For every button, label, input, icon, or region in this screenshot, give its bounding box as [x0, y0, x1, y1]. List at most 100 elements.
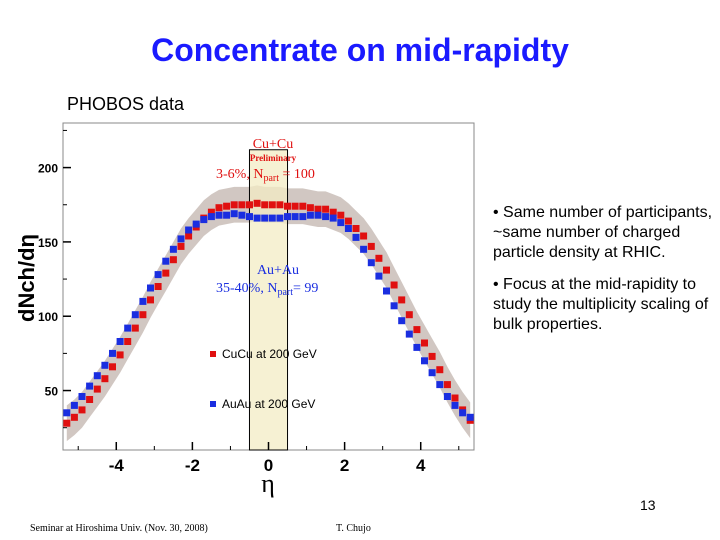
auau-point [398, 317, 406, 325]
slide-title: Concentrate on mid-rapidty [151, 32, 569, 68]
cucu-point [436, 366, 444, 374]
auau-point [306, 211, 314, 219]
cucu-point [367, 242, 375, 250]
chart-source-label: PHOBOS data [67, 94, 185, 114]
cucu-point [322, 205, 330, 213]
cucu-point [63, 419, 71, 427]
cucu-point [78, 406, 86, 414]
auau-point [246, 213, 253, 221]
cucu-series [63, 199, 474, 427]
auau-point [177, 235, 185, 243]
cucu-point [344, 217, 352, 225]
cucu-point [101, 375, 109, 383]
auau-point [421, 357, 428, 365]
bullet-1: • Same number of participants, ~same num… [493, 204, 713, 261]
cucu-point [185, 232, 193, 240]
cucu-point [268, 201, 276, 209]
auau-point [162, 257, 170, 265]
cucu-point [314, 205, 322, 213]
au-title-annotation: Au+Au [257, 263, 299, 278]
auau-point [230, 210, 238, 218]
auau-point [131, 311, 139, 319]
auau-point [124, 324, 132, 332]
cucu-point [337, 211, 345, 219]
cucu-point [299, 202, 307, 210]
x-axis-label: η [261, 469, 275, 498]
cucu-point [169, 256, 177, 264]
cucu-point [261, 201, 269, 209]
auau-point [314, 211, 322, 219]
auau-point [322, 213, 330, 221]
auau-point [344, 225, 352, 232]
cucu-point [421, 339, 428, 347]
cucu-point [253, 199, 261, 207]
y-tick-label: 150 [38, 236, 58, 250]
auau-point [284, 213, 291, 221]
footer-author: T. Chujo [336, 523, 371, 534]
cucu-point [291, 202, 299, 210]
auau-point [223, 211, 231, 219]
cucu-point [383, 266, 390, 274]
auau-point [383, 287, 390, 295]
bullet-list: • Same number of participants, ~same num… [493, 203, 713, 347]
cucu-point [428, 352, 436, 360]
auau-point [299, 213, 307, 221]
auau-point [207, 213, 215, 221]
cucu-point [405, 311, 413, 319]
auau-point [253, 214, 261, 222]
auau-point [390, 302, 398, 310]
cucu-point [131, 324, 139, 332]
auau-point [63, 409, 71, 417]
y-tick-label: 50 [45, 385, 59, 399]
cucu-point [375, 254, 383, 262]
cucu-point [124, 338, 132, 345]
cucu-point [215, 204, 223, 212]
y-tick-label: 100 [38, 310, 58, 324]
x-tick-label: -4 [109, 456, 125, 475]
legend-cucu-marker [210, 351, 216, 357]
cu-title-annotation: Cu+Cu [253, 137, 294, 152]
auau-point [268, 214, 276, 222]
y-tick-label: 200 [38, 162, 58, 176]
auau-point [139, 297, 147, 305]
cucu-point [443, 381, 451, 389]
x-tick-label: 4 [416, 456, 426, 475]
auau-point [154, 271, 162, 279]
auau-point [169, 245, 177, 253]
cucu-point [154, 283, 162, 290]
au-centrality-annotation: 35-40%, Npart= 99 [216, 281, 318, 298]
auau-point [352, 233, 360, 241]
auau-point [78, 393, 86, 400]
x-tick-label: 2 [340, 456, 349, 475]
cucu-point [93, 385, 101, 393]
cucu-point [139, 311, 147, 319]
page-number: 13 [640, 497, 656, 513]
legend-auau-label: AuAu at 200 GeV [222, 397, 315, 411]
cucu-point [162, 269, 170, 277]
auau-point [70, 401, 78, 409]
auau-point [291, 213, 299, 221]
auau-point [329, 214, 337, 222]
cucu-point [284, 202, 291, 210]
cucu-point [398, 296, 406, 304]
auau-point [405, 330, 413, 338]
bullet-2: • Focus at the mid-rapidity to study the… [493, 276, 709, 333]
auau-point [200, 216, 208, 224]
cucu-point [86, 396, 94, 403]
auau-point [451, 401, 459, 409]
legend-cucu-label: CuCu at 200 GeV [222, 347, 317, 361]
cucu-point [177, 242, 185, 250]
cucu-point [70, 413, 78, 421]
cucu-point [451, 394, 459, 402]
auau-point [185, 226, 193, 234]
auau-point [436, 381, 444, 389]
footer-seminar: Seminar at Hiroshima Univ. (Nov. 30, 200… [30, 523, 208, 534]
cucu-point [329, 208, 337, 216]
x-tick-label: 0 [264, 456, 273, 475]
auau-point [147, 284, 154, 292]
auau-point [443, 393, 451, 400]
cucu-point [223, 202, 231, 210]
cucu-point [360, 232, 368, 240]
preliminary-annotation: Preliminary [250, 153, 297, 163]
